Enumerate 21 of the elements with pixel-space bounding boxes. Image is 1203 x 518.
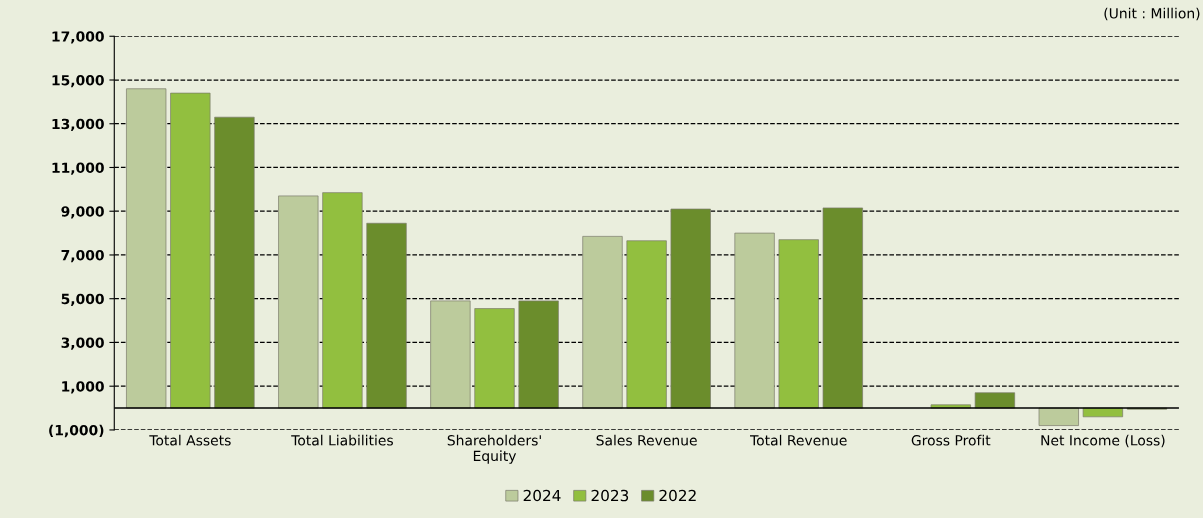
y-tick-label: 5,000	[61, 293, 104, 306]
x-tick-label: Total Revenue	[750, 434, 847, 446]
legend-label: 2022	[659, 489, 696, 502]
y-tick-label: 13,000	[52, 118, 104, 131]
y-tick-label: 3,000	[61, 337, 104, 350]
legend-label: 2024	[523, 489, 561, 502]
y-tick-label: 15,000	[52, 74, 104, 88]
y-tick-label: 1,000	[62, 381, 104, 394]
legend-label: 2023	[591, 489, 629, 502]
y-tick-label: (1,000)	[49, 424, 104, 438]
x-tick-label: Total Assets	[149, 434, 231, 446]
y-tick-label: 11,000	[52, 162, 104, 175]
x-tick-label: Net Income (Loss)	[1041, 434, 1165, 448]
x-tick-label: Gross Profit	[911, 434, 991, 446]
text: (Unit : Million)	[1104, 7, 1200, 21]
y-tick-label: 9,000	[61, 206, 104, 219]
y-tick-label: 7,000	[61, 249, 104, 263]
y-tick-label: 17,000	[52, 31, 104, 44]
x-tick-label: Total Liabilities	[291, 434, 393, 446]
x-tick-label: Shareholders' Equity	[447, 434, 541, 464]
x-tick-label: Sales Revenue	[596, 434, 697, 446]
